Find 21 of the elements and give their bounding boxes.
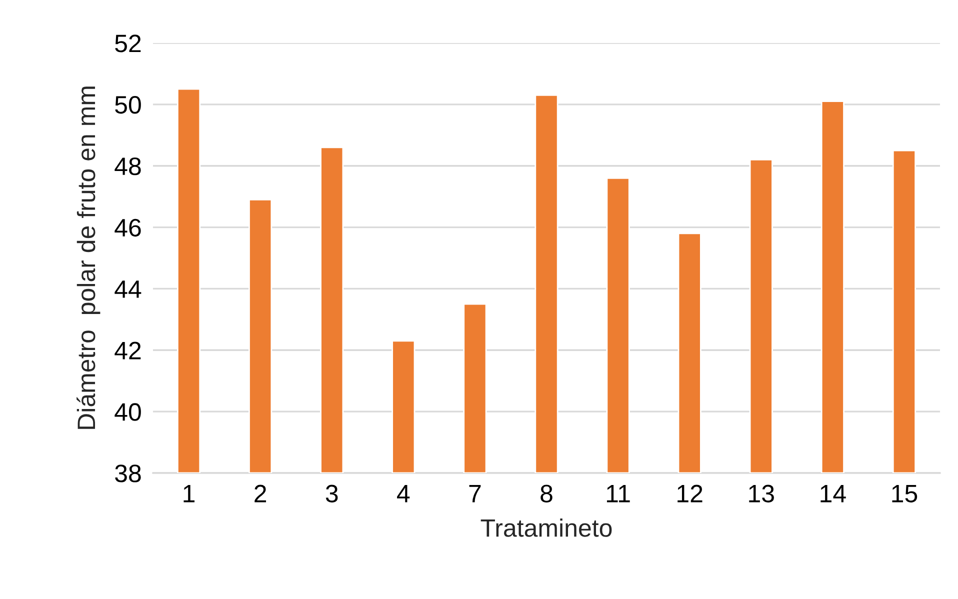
x-axis-title: Tratamineto	[480, 518, 612, 537]
x-tick-label: 14	[820, 485, 846, 502]
y-axis-title: Diámetro polar de fruto en mm	[76, 86, 100, 429]
x-tick-label: 12	[678, 484, 702, 502]
x-tick-label: 7	[469, 485, 481, 502]
y-tick-label: 48	[114, 157, 141, 176]
y-tick-label: 50	[115, 96, 141, 114]
y-tick-label: 44	[114, 280, 142, 298]
y-tick-label: 40	[114, 403, 141, 421]
x-tick-label: 13	[749, 484, 774, 502]
x-tick-label: 4	[397, 485, 410, 502]
y-tick-label: 46	[114, 218, 141, 237]
x-tick-label: 3	[326, 484, 338, 502]
y-tick-label: 42	[114, 342, 141, 360]
x-tick-label: 2	[254, 484, 266, 502]
x-tick-label: 15	[892, 485, 918, 502]
y-tick-label: 52	[115, 34, 141, 52]
x-tick-label: 8	[540, 484, 552, 502]
y-tick-label: 38	[115, 464, 141, 482]
x-tick-label: 1	[184, 485, 195, 502]
x-tick-label: 11	[606, 485, 630, 502]
